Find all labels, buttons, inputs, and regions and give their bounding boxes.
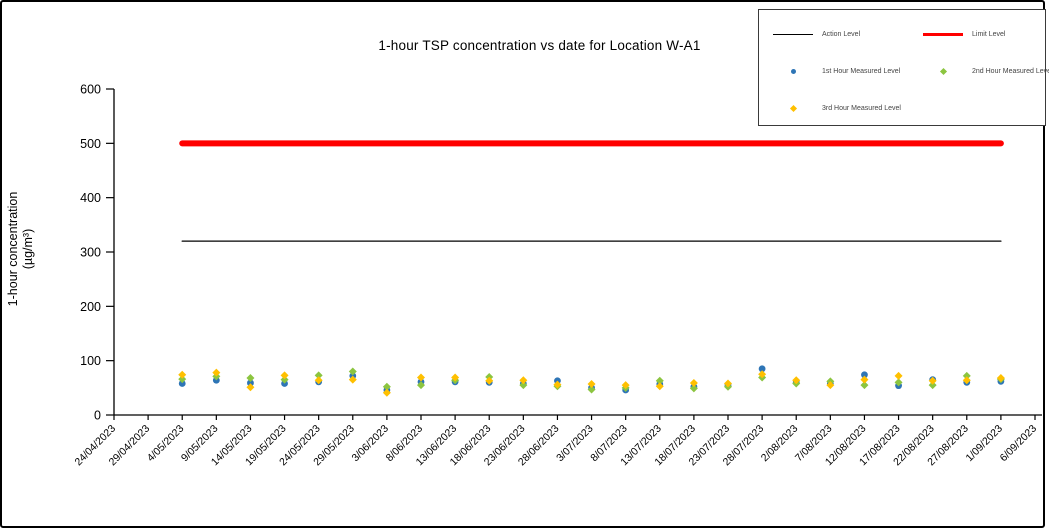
y-tick-label: 200: [80, 300, 101, 314]
data-point-series-2: [587, 385, 596, 394]
legend: Action Level Limit Level 1st Hour Measur…: [758, 9, 1049, 126]
data-point-series-3: [178, 370, 187, 379]
limit-level-line-icon: [923, 32, 963, 36]
data-point-series-3: [382, 388, 391, 397]
data-point-series-2: [178, 375, 187, 384]
legend-label: 3rd Hour Measured Level: [822, 104, 901, 112]
third-hour-marker-icon: [773, 104, 813, 112]
legend-item-2nd-hour: 2nd Hour Measured Level: [923, 60, 1049, 82]
data-point-series-3: [655, 382, 664, 391]
data-point-series-2: [246, 374, 255, 383]
y-tick-label: 100: [80, 354, 101, 368]
data-point-series-3: [826, 381, 835, 390]
chart-title: 1-hour TSP concentration vs date for Loc…: [378, 38, 701, 53]
second-hour-marker-icon: [923, 67, 963, 75]
data-point-series-1: [178, 380, 186, 387]
x-tick-label: 6/09/2023: [998, 423, 1040, 465]
data-point-series-3: [519, 376, 528, 385]
data-point-series-3: [792, 376, 801, 385]
data-point-series-3: [689, 378, 698, 387]
y-tick-label: 300: [80, 246, 101, 260]
data-point-series-2: [894, 378, 903, 387]
data-point-series-1: [247, 379, 254, 387]
data-point-series-3: [758, 370, 767, 379]
y-tick-label: 0: [94, 409, 101, 423]
data-point-series-3: [280, 371, 289, 380]
data-point-series-1: [758, 365, 766, 373]
data-point-series-3: [860, 375, 869, 384]
data-point-series-3: [621, 381, 630, 390]
legend-item-3rd-hour: 3rd Hour Measured Level: [773, 97, 923, 119]
data-point-series-2: [928, 381, 937, 390]
data-point-series-3: [348, 375, 357, 384]
data-point-series-3: [894, 371, 903, 380]
legend-label: 2nd Hour Measured Level: [972, 67, 1049, 75]
data-point-series-3: [587, 380, 596, 389]
data-point-series-2: [655, 376, 664, 385]
data-point-series-2: [417, 381, 425, 390]
legend-item-limit-level: Limit Level: [923, 23, 1049, 45]
data-point-series-1: [861, 371, 868, 379]
legend-label: 1st Hour Measured Level: [822, 67, 901, 75]
data-point-series-3: [417, 373, 425, 382]
y-tick-label: 500: [80, 137, 101, 151]
first-hour-marker-icon: [773, 68, 813, 74]
data-point-series-3: [212, 368, 221, 377]
data-point-series-3: [314, 376, 323, 385]
legend-item-1st-hour: 1st Hour Measured Level: [773, 60, 923, 82]
action-level-line-icon: [773, 33, 813, 35]
legend-label: Limit Level: [972, 30, 1006, 38]
data-point-series-2: [860, 381, 869, 390]
legend-item-action-level: Action Level: [773, 23, 923, 45]
y-tick-label: 400: [80, 191, 101, 205]
data-point-series-2: [962, 371, 971, 380]
data-point-series-3: [928, 376, 937, 385]
data-point-series-2: [689, 384, 698, 393]
data-point-series-3: [485, 376, 494, 385]
data-point-series-3: [962, 376, 971, 385]
data-point-series-2: [382, 382, 391, 391]
data-point-series-2: [519, 381, 528, 390]
data-point-series-3: [553, 380, 562, 389]
legend-label: Action Level: [822, 30, 861, 38]
data-point-series-2: [314, 371, 323, 380]
data-point-series-3: [451, 373, 460, 382]
data-point-series-3: [724, 379, 732, 388]
data-point-series-2: [348, 367, 357, 376]
y-tick-label: 600: [80, 83, 101, 97]
data-point-series-2: [280, 375, 289, 384]
data-point-series-3: [996, 374, 1005, 383]
data-point-series-3: [246, 383, 255, 392]
